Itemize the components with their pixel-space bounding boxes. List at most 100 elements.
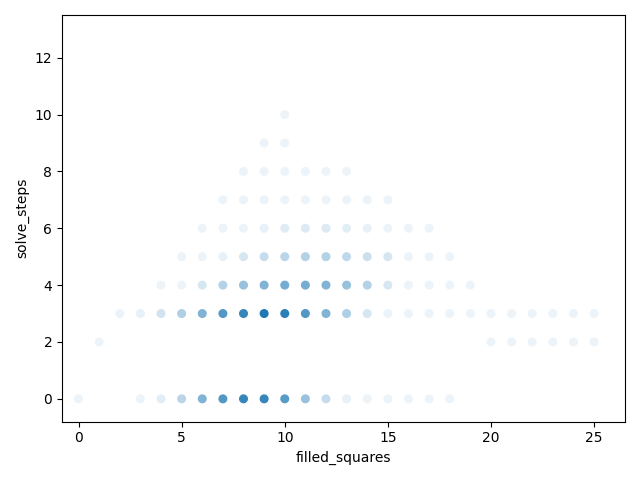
Point bbox=[383, 225, 393, 232]
Point bbox=[300, 196, 310, 204]
Point bbox=[403, 253, 413, 261]
Point bbox=[362, 196, 372, 204]
Point bbox=[177, 281, 187, 289]
Point bbox=[383, 196, 393, 204]
Point bbox=[465, 281, 476, 289]
Point bbox=[238, 168, 248, 175]
Point bbox=[197, 395, 207, 403]
Point bbox=[218, 196, 228, 204]
Point bbox=[135, 310, 145, 317]
Point bbox=[218, 281, 228, 289]
Point bbox=[321, 225, 331, 232]
Point bbox=[300, 253, 310, 261]
Point bbox=[465, 310, 476, 317]
Point bbox=[238, 196, 248, 204]
Point bbox=[259, 225, 269, 232]
Point bbox=[548, 338, 558, 346]
Point bbox=[218, 310, 228, 317]
Point bbox=[321, 395, 331, 403]
Point bbox=[135, 395, 145, 403]
Point bbox=[424, 310, 434, 317]
Point bbox=[300, 281, 310, 289]
Point bbox=[383, 310, 393, 317]
Point bbox=[238, 281, 248, 289]
Point bbox=[403, 225, 413, 232]
Point bbox=[259, 196, 269, 204]
Point bbox=[424, 225, 434, 232]
Point bbox=[259, 168, 269, 175]
Point bbox=[424, 253, 434, 261]
Point bbox=[342, 395, 352, 403]
Point bbox=[362, 225, 372, 232]
Point bbox=[197, 281, 207, 289]
Point bbox=[156, 395, 166, 403]
Point bbox=[342, 168, 352, 175]
Point bbox=[218, 395, 228, 403]
Point bbox=[362, 253, 372, 261]
Point bbox=[115, 310, 125, 317]
Point bbox=[424, 395, 434, 403]
Point bbox=[280, 395, 290, 403]
Point bbox=[259, 139, 269, 147]
Point bbox=[342, 281, 352, 289]
Point bbox=[74, 395, 84, 403]
Point bbox=[486, 338, 496, 346]
Point bbox=[445, 310, 455, 317]
Point bbox=[568, 338, 579, 346]
Point bbox=[486, 310, 496, 317]
Point bbox=[197, 310, 207, 317]
Point bbox=[342, 196, 352, 204]
Point bbox=[300, 395, 310, 403]
Point bbox=[197, 253, 207, 261]
Point bbox=[156, 281, 166, 289]
Point bbox=[321, 168, 331, 175]
Point bbox=[362, 281, 372, 289]
Point bbox=[342, 253, 352, 261]
Point bbox=[259, 310, 269, 317]
Point bbox=[424, 281, 434, 289]
Point bbox=[218, 253, 228, 261]
Point bbox=[197, 225, 207, 232]
Point bbox=[342, 225, 352, 232]
Point bbox=[321, 310, 331, 317]
Point bbox=[321, 196, 331, 204]
Point bbox=[506, 310, 516, 317]
Point bbox=[403, 395, 413, 403]
Point bbox=[300, 310, 310, 317]
Point bbox=[280, 310, 290, 317]
Point bbox=[238, 253, 248, 261]
Point bbox=[280, 225, 290, 232]
Point bbox=[259, 395, 269, 403]
Point bbox=[445, 395, 455, 403]
X-axis label: filled_squares: filled_squares bbox=[296, 451, 391, 465]
Point bbox=[527, 310, 538, 317]
Point bbox=[280, 253, 290, 261]
Point bbox=[506, 338, 516, 346]
Point bbox=[280, 111, 290, 119]
Point bbox=[321, 253, 331, 261]
Point bbox=[527, 338, 538, 346]
Point bbox=[94, 338, 104, 346]
Point bbox=[259, 253, 269, 261]
Point bbox=[156, 310, 166, 317]
Point bbox=[300, 225, 310, 232]
Point bbox=[238, 395, 248, 403]
Point bbox=[362, 395, 372, 403]
Point bbox=[383, 395, 393, 403]
Point bbox=[589, 310, 599, 317]
Point bbox=[218, 225, 228, 232]
Point bbox=[280, 168, 290, 175]
Point bbox=[445, 253, 455, 261]
Point bbox=[362, 310, 372, 317]
Point bbox=[321, 281, 331, 289]
Point bbox=[445, 281, 455, 289]
Point bbox=[568, 310, 579, 317]
Point bbox=[548, 310, 558, 317]
Point bbox=[383, 253, 393, 261]
Point bbox=[280, 139, 290, 147]
Point bbox=[403, 281, 413, 289]
Point bbox=[342, 310, 352, 317]
Point bbox=[383, 281, 393, 289]
Point bbox=[238, 225, 248, 232]
Point bbox=[280, 196, 290, 204]
